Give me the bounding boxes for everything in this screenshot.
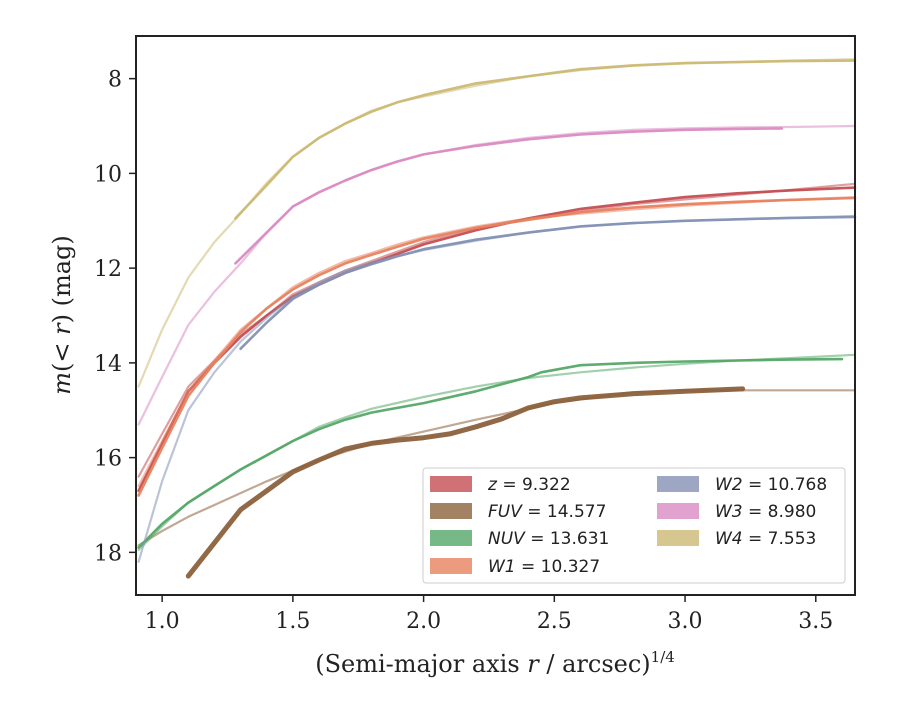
curves-group (137, 58, 857, 579)
x-tick-label: 2.5 (537, 609, 572, 634)
series-line-z-2 (137, 182, 857, 478)
legend-label-z: z = 9.322 (487, 475, 571, 495)
legend: z = 9.322 FUV = 14.577 NUV = 13.631 W1 = 10… (422, 467, 846, 584)
x-tick-label: 3.0 (668, 609, 703, 634)
series-line-w2-1 (239, 215, 857, 350)
series-line-nuv-2 (137, 353, 857, 552)
series-line-fuv-1 (185, 386, 746, 579)
legend-swatch-w4 (657, 530, 699, 546)
legend-frame (422, 467, 846, 584)
series-line-w4-1 (234, 59, 857, 220)
legend-label-w4: W4 = 7.553 (715, 529, 816, 549)
legend-swatch-fuv (430, 503, 472, 519)
y-axis-title: m(< r) (mag) (48, 235, 76, 395)
y-tick-label: 12 (94, 257, 122, 282)
x-tick-label: 1.5 (275, 609, 310, 634)
legend-swatch-w2 (657, 476, 699, 492)
legend-swatch-z (430, 476, 472, 492)
series-line-fuv-2 (137, 389, 857, 547)
series-line-w1-2 (137, 196, 857, 488)
x-axis-title: (Semi-major axis r / arcsec)1/4 (315, 648, 675, 678)
x-tick-label: 2.0 (406, 609, 441, 634)
series-line-w4-2 (137, 58, 857, 388)
legend-label-fuv: FUV = 14.577 (488, 502, 606, 522)
y-tick-label: 16 (94, 447, 122, 472)
series-line-w3-2 (137, 124, 857, 426)
y-tick-label: 8 (108, 68, 122, 93)
legend-label-w1: W1 = 10.327 (488, 557, 600, 577)
x-tick-label: 1.0 (145, 609, 180, 634)
legend-swatch-w1 (430, 558, 472, 574)
y-tick-label: 18 (94, 541, 122, 566)
plot-frame (135, 35, 856, 596)
series-line-w1-1 (137, 196, 857, 497)
series-line-z-1 (137, 186, 857, 493)
legend-swatch-nuv (430, 530, 472, 546)
y-tick-label: 14 (94, 352, 122, 377)
legend-swatch-w3 (657, 503, 699, 519)
series-line-w2-2 (137, 214, 857, 563)
x-ticks: 1.0 1.5 2.0 2.5 3.0 3.5 (145, 595, 833, 634)
legend-label-w2: W2 = 10.768 (715, 475, 827, 495)
x-tick-label: 3.5 (798, 609, 833, 634)
y-tick-label: 10 (94, 162, 122, 187)
y-ticks: 8 10 12 14 16 18 (94, 68, 136, 566)
legend-label-nuv: NUV = 13.631 (488, 529, 609, 549)
legend-label-w3: W3 = 8.980 (715, 502, 816, 522)
